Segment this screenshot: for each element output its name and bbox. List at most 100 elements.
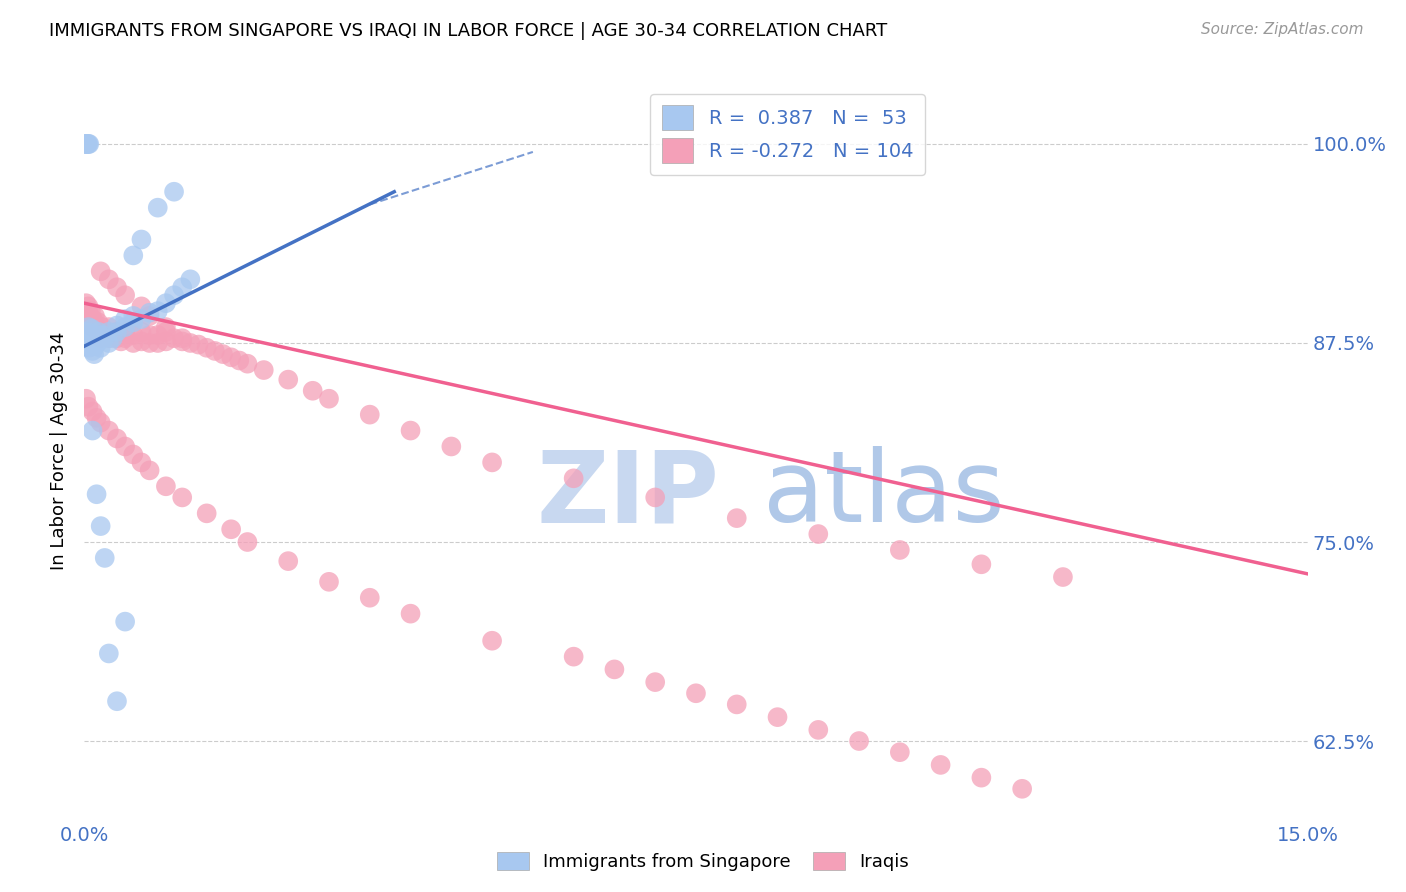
Point [97, 325, 120, 339]
Point [1011, 781, 1033, 796]
Point [87, 333, 110, 347]
Point [848, 734, 870, 748]
Point [187, 337, 209, 351]
Point [91, 328, 114, 343]
Point [84, 331, 107, 345]
Point [75, 296, 97, 310]
Point [929, 758, 952, 772]
Point [90, 341, 112, 355]
Point [77, 136, 100, 151]
Point [77, 400, 100, 414]
Point [82, 343, 104, 358]
Point [725, 511, 748, 525]
Point [114, 440, 136, 454]
Point [131, 455, 153, 469]
Point [79, 328, 101, 343]
Point [122, 315, 145, 329]
Text: ZIP: ZIP [537, 446, 720, 543]
Point [253, 363, 276, 377]
Point [86, 328, 108, 343]
Point [114, 331, 136, 345]
Point [97, 272, 120, 286]
Point [172, 331, 194, 345]
Point [83, 347, 105, 361]
Point [155, 325, 177, 339]
Point [77, 320, 100, 334]
Point [644, 491, 666, 505]
Point [97, 336, 120, 351]
Point [807, 527, 830, 541]
Point [138, 306, 160, 320]
Point [90, 519, 112, 533]
Point [82, 336, 104, 351]
Point [75, 331, 97, 345]
Point [228, 353, 250, 368]
Point [155, 479, 177, 493]
Point [110, 334, 132, 349]
Point [86, 325, 108, 339]
Legend: Immigrants from Singapore, Iraqis: Immigrants from Singapore, Iraqis [489, 845, 917, 879]
Point [889, 543, 911, 558]
Point [122, 447, 145, 461]
Text: IMMIGRANTS FROM SINGAPORE VS IRAQI IN LABOR FORCE | AGE 30-34 CORRELATION CHART: IMMIGRANTS FROM SINGAPORE VS IRAQI IN LA… [49, 22, 887, 40]
Point [155, 296, 177, 310]
Point [277, 373, 299, 387]
Point [138, 328, 160, 343]
Point [86, 487, 108, 501]
Point [179, 272, 201, 286]
Point [90, 416, 112, 430]
Point [236, 535, 259, 549]
Point [114, 320, 136, 334]
Point [970, 771, 993, 785]
Point [105, 331, 128, 345]
Legend: R =  0.387   N =  53, R = -0.272   N = 104: R = 0.387 N = 53, R = -0.272 N = 104 [651, 94, 925, 175]
Point [86, 410, 108, 425]
Point [101, 331, 124, 345]
Point [359, 408, 381, 422]
Point [179, 336, 201, 351]
Point [76, 325, 98, 339]
Point [146, 336, 169, 351]
Point [163, 288, 186, 302]
Point [105, 694, 128, 708]
Point [114, 288, 136, 302]
Point [131, 299, 153, 313]
Text: Source: ZipAtlas.com: Source: ZipAtlas.com [1201, 22, 1364, 37]
Point [138, 336, 160, 351]
Point [105, 325, 128, 339]
Point [79, 315, 101, 329]
Point [562, 649, 585, 664]
Point [163, 185, 186, 199]
Point [82, 404, 104, 418]
Point [163, 331, 186, 345]
Point [131, 325, 153, 339]
Point [80, 304, 103, 318]
Point [685, 686, 707, 700]
Point [204, 343, 226, 358]
Point [93, 325, 115, 339]
Point [219, 351, 242, 365]
Point [105, 280, 128, 294]
Point [481, 455, 503, 469]
Point [87, 315, 110, 329]
Point [105, 318, 128, 333]
Point [172, 334, 194, 349]
Point [97, 331, 120, 345]
Point [97, 647, 120, 661]
Point [399, 607, 422, 621]
Point [76, 309, 98, 323]
Point [399, 424, 422, 438]
Point [76, 304, 98, 318]
Point [114, 312, 136, 326]
Point [97, 320, 120, 334]
Point [97, 424, 120, 438]
Point [131, 334, 153, 349]
Point [76, 136, 98, 151]
Point [77, 307, 100, 321]
Point [301, 384, 323, 398]
Point [725, 698, 748, 712]
Point [318, 574, 340, 589]
Point [131, 232, 153, 246]
Point [138, 463, 160, 477]
Point [603, 662, 626, 676]
